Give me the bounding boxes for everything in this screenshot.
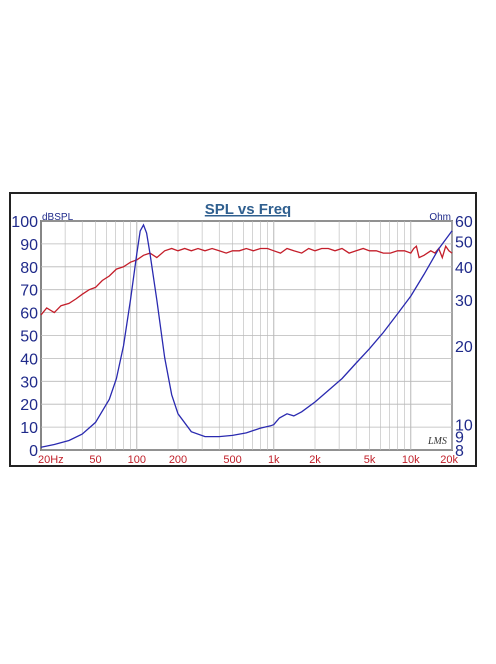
grid — [40, 220, 453, 451]
right-tick-label: 30 — [455, 293, 473, 310]
x-tick-label: 1k — [268, 454, 280, 466]
chart-title: SPL vs Freq — [205, 201, 291, 218]
x-tick-label: 500 — [223, 454, 241, 466]
left-tick-label: 100 — [11, 214, 38, 231]
right-tick-label: 8 — [455, 443, 464, 460]
left-tick-label: 90 — [20, 237, 38, 254]
x-tick-label: 10k — [402, 454, 420, 466]
right-tick-label: 60 — [455, 214, 473, 231]
right-tick-label: 20 — [455, 339, 473, 356]
x-tick-label: 2k — [309, 454, 321, 466]
right-tick-label: 9 — [455, 430, 464, 447]
left-tick-label: 40 — [20, 351, 38, 368]
x-tick-label: 200 — [169, 454, 187, 466]
spl-series-line — [40, 244, 453, 316]
left-tick-label: 0 — [29, 443, 38, 460]
x-tick-label: 50 — [89, 454, 101, 466]
tick-labels: 01020304050607080901008910203040506020Hz… — [11, 214, 473, 466]
x-tick-label: 100 — [128, 454, 146, 466]
left-tick-label: 10 — [20, 420, 38, 437]
right-tick-label: 50 — [455, 235, 473, 252]
left-tick-label: 60 — [20, 306, 38, 323]
left-tick-label: 70 — [20, 283, 38, 300]
left-tick-label: 50 — [20, 329, 38, 346]
right-tick-label: 10 — [455, 418, 473, 435]
left-tick-label: 20 — [20, 397, 38, 414]
impedance-series-line — [40, 223, 453, 448]
brand-logo: LMS — [427, 436, 447, 447]
x-tick-label: 5k — [364, 454, 376, 466]
left-axis-unit: dBSPL — [42, 212, 74, 223]
left-tick-label: 30 — [20, 374, 38, 391]
left-tick-label: 80 — [20, 260, 38, 277]
right-axis-unit: Ohm — [429, 212, 451, 223]
right-tick-label: 40 — [455, 260, 473, 277]
x-tick-label: 20k — [440, 454, 458, 466]
x-tick-label: 20Hz — [38, 454, 64, 466]
